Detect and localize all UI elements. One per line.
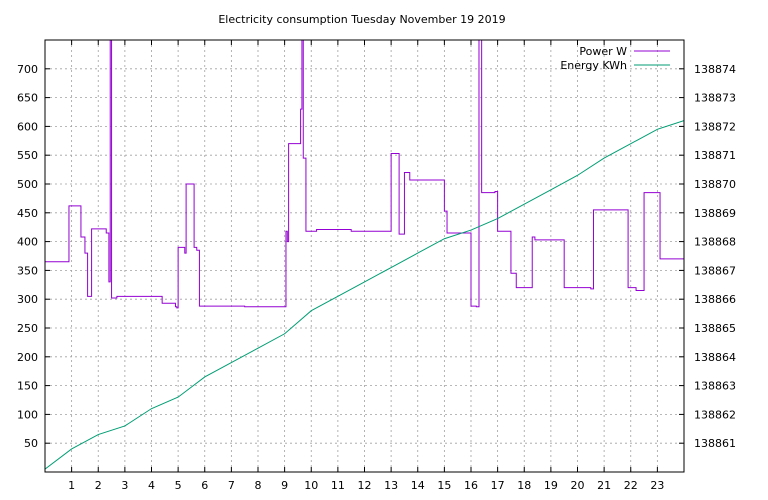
series-line-0 xyxy=(45,40,684,309)
y-tick-label: 50 xyxy=(24,437,38,450)
x-tick-label: 3 xyxy=(121,479,128,492)
x-tick-label: 17 xyxy=(491,479,505,492)
x-tick-label: 6 xyxy=(201,479,208,492)
y2-tick-label: 138863 xyxy=(694,380,736,393)
x-tick-label: 21 xyxy=(597,479,611,492)
x-tick-label: 22 xyxy=(624,479,638,492)
y2-tick-label: 138868 xyxy=(694,236,736,249)
x-tick-label: 11 xyxy=(331,479,345,492)
y-tick-label: 500 xyxy=(17,178,38,191)
y-axis-left: 50 100 150 200 250 300 350 400 450 500 550 600 650 70… xyxy=(17,63,50,450)
y2-tick-label: 138874 xyxy=(694,63,736,76)
x-tick-label: 5 xyxy=(175,479,182,492)
x-tick-label: 19 xyxy=(544,479,558,492)
y2-tick-label: 138864 xyxy=(694,351,736,364)
x-tick-label: 18 xyxy=(517,479,531,492)
chart-title: Electricity consumption Tuesday November… xyxy=(218,13,505,26)
y2-tick-label: 138869 xyxy=(694,207,736,220)
series-layer xyxy=(45,40,684,470)
x-tick-label: 23 xyxy=(650,479,664,492)
grid-layer xyxy=(45,40,684,472)
x-tick-label: 20 xyxy=(571,479,585,492)
y-tick-label: 450 xyxy=(17,207,38,220)
y-tick-label: 400 xyxy=(17,236,38,249)
y-tick-label: 550 xyxy=(17,149,38,162)
y2-tick-label: 138867 xyxy=(694,264,736,277)
y-tick-label: 650 xyxy=(17,92,38,105)
x-tick-label: 12 xyxy=(358,479,372,492)
x-tick-label: 2 xyxy=(95,479,102,492)
y-tick-label: 200 xyxy=(17,351,38,364)
y-tick-label: 100 xyxy=(17,408,38,421)
y-tick-label: 600 xyxy=(17,120,38,133)
x-axis: 1 2 3 4 5 6 7 8 9 10 11 12 13 14 15 16 17 18 19 20 21 22 23 xyxy=(68,40,664,492)
y2-tick-label: 138873 xyxy=(694,92,736,105)
x-tick-label: 14 xyxy=(411,479,425,492)
legend-label-power: Power W xyxy=(579,45,627,58)
x-tick-label: 1 xyxy=(68,479,75,492)
x-tick-label: 13 xyxy=(384,479,398,492)
y2-tick-label: 138865 xyxy=(694,322,736,335)
x-tick-label: 4 xyxy=(148,479,155,492)
series-line-1 xyxy=(45,120,684,470)
y-tick-label: 700 xyxy=(17,63,38,76)
x-tick-label: 15 xyxy=(437,479,451,492)
y2-tick-label: 138866 xyxy=(694,293,736,306)
y2-tick-label: 138872 xyxy=(694,120,736,133)
y2-tick-label: 138870 xyxy=(694,178,736,191)
x-tick-label: 8 xyxy=(255,479,262,492)
y2-tick-label: 138871 xyxy=(694,149,736,162)
x-tick-label: 9 xyxy=(281,479,288,492)
x-tick-label: 10 xyxy=(304,479,318,492)
x-tick-label: 7 xyxy=(228,479,235,492)
x-tick-label: 16 xyxy=(464,479,478,492)
y-tick-label: 250 xyxy=(17,322,38,335)
y-tick-label: 300 xyxy=(17,293,38,306)
legend-label-energy: Energy KWh xyxy=(560,59,627,72)
y-tick-label: 350 xyxy=(17,264,38,277)
y2-tick-label: 138862 xyxy=(694,408,736,421)
y2-tick-label: 138861 xyxy=(694,437,736,450)
y-axis-right: 138861 138862 138863 138864 138865 138866 1388… xyxy=(679,63,736,450)
y-tick-label: 150 xyxy=(17,380,38,393)
legend: Power W Energy KWh xyxy=(560,45,670,72)
